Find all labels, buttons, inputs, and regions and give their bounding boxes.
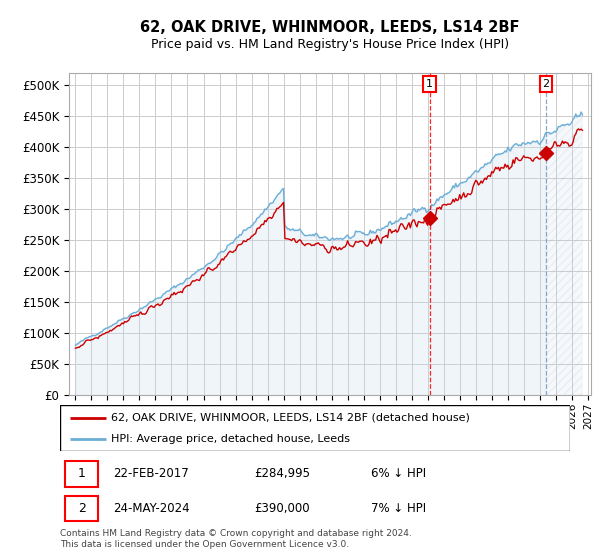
Text: 62, OAK DRIVE, WHINMOOR, LEEDS, LS14 2BF (detached house): 62, OAK DRIVE, WHINMOOR, LEEDS, LS14 2BF… <box>111 413 470 423</box>
Text: 62, OAK DRIVE, WHINMOOR, LEEDS, LS14 2BF: 62, OAK DRIVE, WHINMOOR, LEEDS, LS14 2BF <box>140 20 520 35</box>
Text: Price paid vs. HM Land Registry's House Price Index (HPI): Price paid vs. HM Land Registry's House … <box>151 38 509 50</box>
Text: Contains HM Land Registry data © Crown copyright and database right 2024.
This d: Contains HM Land Registry data © Crown c… <box>60 529 412 549</box>
Text: £390,000: £390,000 <box>254 502 310 515</box>
Text: 22-FEB-2017: 22-FEB-2017 <box>113 468 190 480</box>
Bar <box>65 496 98 521</box>
Text: 7% ↓ HPI: 7% ↓ HPI <box>371 502 426 515</box>
Text: £284,995: £284,995 <box>254 468 310 480</box>
Bar <box>65 461 98 487</box>
Text: 1: 1 <box>426 79 433 89</box>
Text: 2: 2 <box>78 502 86 515</box>
Text: 24-MAY-2024: 24-MAY-2024 <box>113 502 190 515</box>
Text: 1: 1 <box>78 468 86 480</box>
Text: 2: 2 <box>542 79 550 89</box>
Text: 6% ↓ HPI: 6% ↓ HPI <box>371 468 426 480</box>
Text: HPI: Average price, detached house, Leeds: HPI: Average price, detached house, Leed… <box>111 435 350 444</box>
